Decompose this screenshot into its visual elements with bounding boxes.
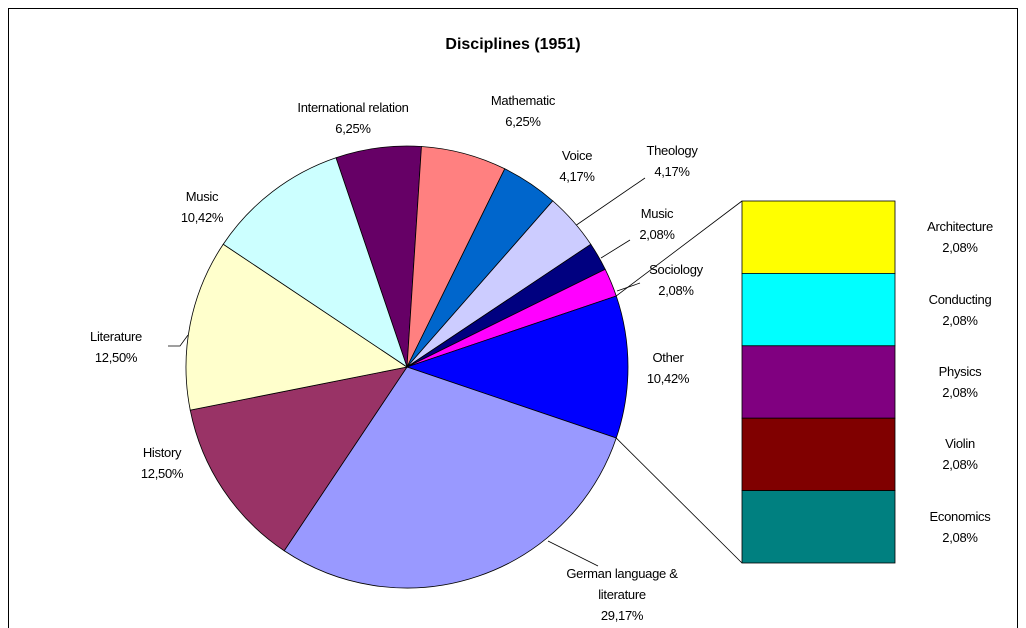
- data-label: German language & literature 29,17%: [557, 563, 687, 626]
- data-label: Sociology 2,08%: [649, 259, 703, 301]
- connector-line: [616, 200, 743, 297]
- label-name: Conducting: [928, 291, 992, 307]
- data-label: Economics 2,08%: [930, 506, 991, 548]
- label-value: 2,08%: [942, 457, 978, 473]
- pie-slice: [405, 295, 629, 439]
- bar-segment: [741, 345, 896, 419]
- label-value: 4,17%: [654, 164, 690, 179]
- label-name: History: [142, 445, 182, 460]
- pie-slice: [189, 366, 408, 552]
- data-label: Physics 2,08%: [939, 361, 982, 403]
- data-label: Violin 2,08%: [942, 433, 978, 475]
- leader-line: [600, 239, 631, 259]
- bar-segment: [741, 200, 896, 274]
- data-label: Voice 4,17%: [559, 145, 595, 187]
- label-value: 10,42%: [180, 210, 224, 225]
- label-name: Other: [652, 350, 684, 365]
- label-name: Economics: [929, 508, 991, 524]
- data-label: Music 10,42%: [180, 186, 224, 228]
- label-name: German language & literature: [566, 566, 678, 602]
- chart-title: Disciplines (1951): [445, 36, 581, 53]
- connector-line: [615, 437, 743, 564]
- label-value: 10,42%: [646, 371, 690, 386]
- leader-lines: [168, 177, 646, 567]
- label-name: Physics: [938, 364, 982, 379]
- label-name: Theology: [646, 143, 698, 158]
- label-name: Literature: [90, 329, 142, 344]
- label-name: Music: [185, 189, 219, 204]
- pie-slice: [222, 157, 408, 368]
- data-label: Architecture 2,08%: [927, 216, 993, 258]
- data-label: Theology 4,17%: [646, 140, 697, 182]
- bar-segment: [741, 272, 896, 347]
- data-label: Other 10,42%: [646, 347, 690, 389]
- pie-slice: [185, 243, 409, 411]
- label-value: 6,25%: [505, 114, 541, 129]
- label-name: Sociology: [649, 262, 703, 277]
- label-name: Mathematic: [490, 93, 556, 108]
- label-value: 2,08%: [639, 227, 675, 242]
- data-label: Music 2,08%: [639, 203, 675, 245]
- label-value: 4,17%: [559, 169, 595, 184]
- label-value: 2,08%: [942, 240, 978, 256]
- bar-segment: [741, 417, 896, 492]
- leader-line: [547, 540, 599, 567]
- label-name: Music: [640, 206, 674, 221]
- data-label: History 12,50%: [140, 442, 184, 484]
- data-label: International relation 6,25%: [297, 97, 409, 139]
- label-value: 2,08%: [942, 312, 978, 328]
- data-label: Mathematic 6,25%: [490, 90, 556, 132]
- label-value: 2,08%: [942, 529, 978, 545]
- chart-border: [8, 8, 1018, 628]
- bar-segment: [741, 490, 896, 564]
- label-name: Violin: [945, 436, 975, 452]
- label-value: 12,50%: [140, 466, 184, 481]
- label-name: Voice: [561, 148, 593, 163]
- data-label: Conducting 2,08%: [929, 289, 992, 331]
- label-name: International relation: [297, 100, 409, 115]
- label-value: 6,25%: [335, 121, 371, 136]
- label-name: Architecture: [927, 219, 993, 235]
- label-value: 29,17%: [600, 608, 644, 623]
- label-value: 2,08%: [942, 385, 978, 400]
- leader-line: [168, 334, 189, 347]
- leader-line: [574, 177, 646, 227]
- label-value: 2,08%: [658, 283, 694, 298]
- label-value: 12,50%: [94, 350, 138, 365]
- data-label: Literature 12,50%: [90, 326, 142, 368]
- pie-slice: [283, 366, 617, 589]
